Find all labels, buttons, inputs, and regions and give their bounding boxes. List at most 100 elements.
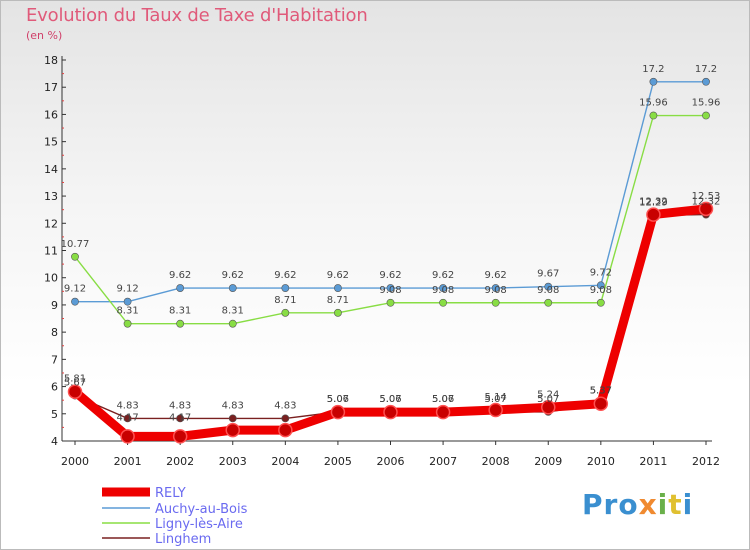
series-point xyxy=(649,77,658,86)
series-point xyxy=(67,384,83,399)
series-point xyxy=(698,201,714,217)
x-tick-label: 2005 xyxy=(324,455,352,468)
series-point xyxy=(649,111,658,120)
series-point xyxy=(71,252,79,261)
data-label: 5.37 xyxy=(590,386,612,397)
x-tick-label: 2006 xyxy=(377,455,405,468)
data-label: 4.83 xyxy=(222,400,244,411)
data-label: 8.31 xyxy=(169,306,191,317)
series-point xyxy=(281,414,290,423)
data-label: 15.96 xyxy=(692,98,721,109)
series-point xyxy=(176,319,185,328)
y-tick-label: 9 xyxy=(51,299,58,312)
data-label: 5.81 xyxy=(64,374,86,385)
series-point xyxy=(439,284,447,292)
legend-label: Linghem xyxy=(155,532,211,547)
data-label: 10.77 xyxy=(61,239,90,250)
series-point xyxy=(646,207,661,222)
x-tick-label: 2011 xyxy=(639,455,667,468)
data-label: 9.62 xyxy=(432,270,454,281)
logo-part-4: t xyxy=(668,488,683,521)
logo-part-5: i xyxy=(682,488,694,521)
series-point xyxy=(596,281,605,290)
data-label: 8.71 xyxy=(274,295,296,306)
y-tick-label: 6 xyxy=(51,381,58,394)
y-tick-label: 4 xyxy=(51,435,58,448)
y-tick-label: 13 xyxy=(44,190,58,203)
data-label: 12.53 xyxy=(692,191,721,202)
x-tick-label: 2008 xyxy=(482,455,510,468)
data-label: 9.08 xyxy=(537,285,559,296)
data-label: 4.83 xyxy=(274,400,296,411)
y-tick-label: 10 xyxy=(44,272,58,285)
data-label: 9.67 xyxy=(537,269,559,280)
series-point xyxy=(228,284,237,292)
series-point xyxy=(281,308,290,317)
series-point xyxy=(386,284,395,292)
logo-part-2: x xyxy=(638,488,658,521)
data-label: 15.96 xyxy=(639,98,668,109)
data-label: 12.32 xyxy=(639,197,668,208)
chart-axes: 4 5 6 7 8 9 10 11 12 13 14 15 16 17 18 2000 2001 2002 2003… xyxy=(44,54,720,468)
data-label: 12.32 xyxy=(692,197,721,208)
series-point xyxy=(71,297,79,306)
series-point xyxy=(176,414,185,423)
x-tick-label: 2002 xyxy=(166,455,194,468)
series-point xyxy=(702,77,710,86)
data-label: 17.2 xyxy=(695,64,717,75)
data-label: 4.83 xyxy=(169,400,191,411)
series-point xyxy=(435,404,451,420)
data-label: 9.62 xyxy=(169,270,191,281)
data-label: 9.12 xyxy=(116,284,138,295)
logo-part-3: i xyxy=(657,488,669,521)
y-tick-label: 14 xyxy=(44,163,58,176)
y-tick-label: 8 xyxy=(51,326,58,339)
series-point xyxy=(544,282,553,291)
data-label: 9.08 xyxy=(485,285,507,296)
chart-data-labels: 5.81 4.17 4.17 5.06 5.06 5.06 5.14 5.24 5.37 12.3… xyxy=(61,64,721,424)
series-point xyxy=(225,422,240,438)
data-label: 4.17 xyxy=(116,412,138,423)
x-tick-label: 2004 xyxy=(271,455,299,468)
data-label: 9.62 xyxy=(379,270,401,281)
series-point xyxy=(281,284,290,292)
data-label: 9.62 xyxy=(222,270,244,281)
series-point xyxy=(386,298,395,307)
chart-series xyxy=(67,77,714,444)
y-tick-label: 17 xyxy=(44,81,58,94)
legend-label: RELY xyxy=(155,486,186,501)
data-label: 5.24 xyxy=(537,389,559,400)
chart-unit-label: (en %) xyxy=(26,29,63,42)
data-label: 5.06 xyxy=(379,394,401,405)
y-tick-label: 18 xyxy=(44,54,58,67)
series-point xyxy=(702,111,710,120)
data-label: 4.17 xyxy=(169,412,191,423)
data-label: 5.07 xyxy=(485,394,507,405)
data-label: 9.08 xyxy=(379,285,401,296)
series-point xyxy=(544,298,553,307)
data-label: 12.29 xyxy=(639,197,668,208)
proxiti-logo: Proxiti xyxy=(582,488,693,521)
data-label: 5.37 xyxy=(590,386,612,397)
data-label: 5.07 xyxy=(432,394,454,405)
data-label: 9.08 xyxy=(432,285,454,296)
series-point xyxy=(123,414,132,423)
series-point xyxy=(172,429,188,444)
series-point xyxy=(491,298,500,307)
series-point xyxy=(491,284,500,292)
y-tick-label: 7 xyxy=(51,353,58,366)
data-label: 5.07 xyxy=(327,394,349,405)
data-label: 9.62 xyxy=(274,270,296,281)
legend-label: Auchy-au-Bois xyxy=(155,502,248,517)
data-label: 9.62 xyxy=(485,270,507,281)
series-point xyxy=(120,429,135,444)
series-point xyxy=(541,400,556,415)
logo-part-1: Pro xyxy=(582,488,639,521)
y-tick-label: 15 xyxy=(44,136,58,149)
data-label: 9.12 xyxy=(64,284,86,295)
x-tick-label: 2007 xyxy=(429,455,457,468)
series-point xyxy=(488,402,503,418)
